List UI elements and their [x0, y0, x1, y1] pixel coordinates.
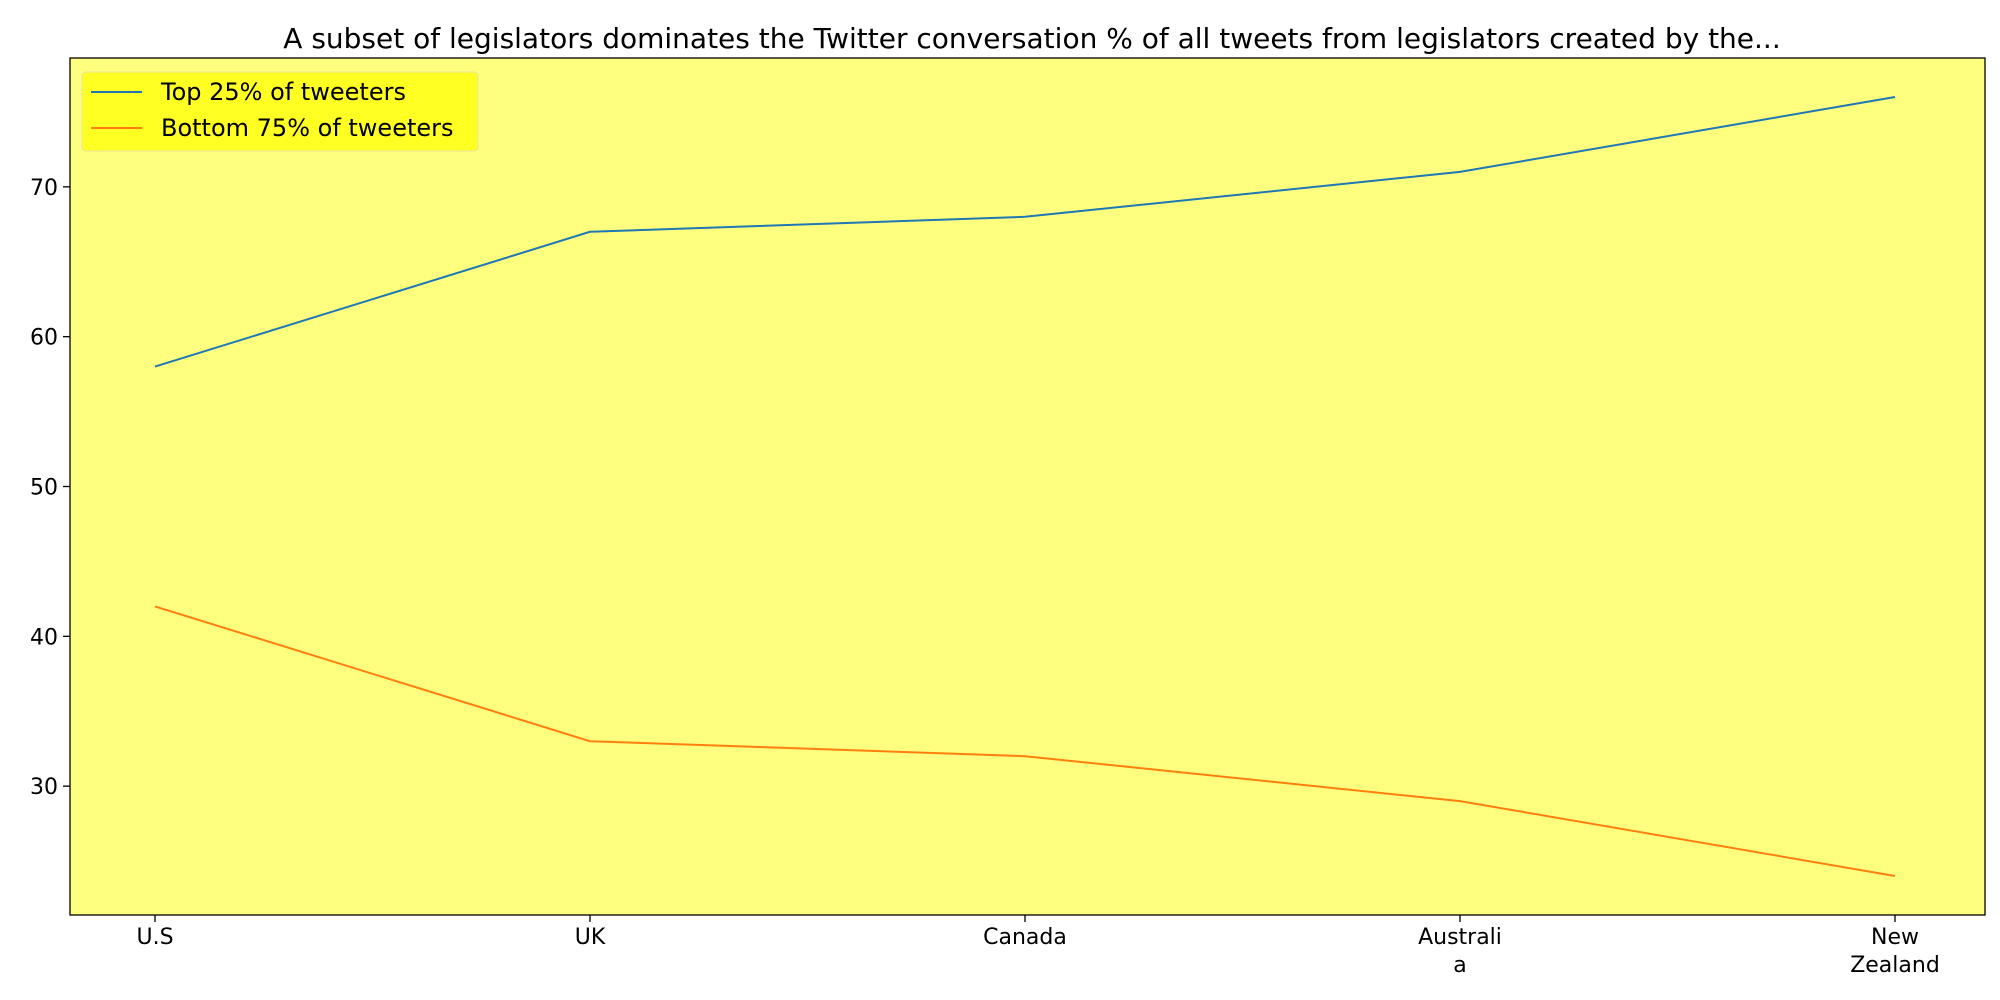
series-layer [154, 96, 1896, 877]
chart-title: A subset of legislators dominates the Tw… [283, 22, 1780, 55]
legend-box [81, 71, 479, 152]
x-tick-label: UK [575, 925, 606, 950]
y-tick-label: 30 [30, 775, 58, 800]
x-tick-label: U.S [136, 925, 173, 950]
y-tick-label: 60 [30, 326, 58, 351]
x-tick-label: Canada [983, 925, 1067, 950]
x-axis: U.S UK Canada Australi a New Zealand [136, 915, 1940, 978]
legend-label-1: Top 25% of tweeters [160, 78, 406, 106]
x-tick-label: Australi a [1418, 925, 1502, 978]
plot-area [69, 57, 1986, 916]
series-line-2 [154, 605, 1896, 877]
series-line-1 [154, 96, 1896, 368]
y-tick-label: 40 [30, 625, 58, 650]
y-axis: 30 40 50 60 70 [30, 176, 70, 800]
y-tick-label: 50 [30, 476, 58, 501]
legend: Top 25% of tweeters Bottom 75% of tweeter… [81, 71, 479, 152]
x-tick-label: New Zealand [1850, 925, 1940, 978]
legend-label-2: Bottom 75% of tweeters [161, 114, 454, 142]
y-tick-label: 70 [30, 176, 58, 201]
